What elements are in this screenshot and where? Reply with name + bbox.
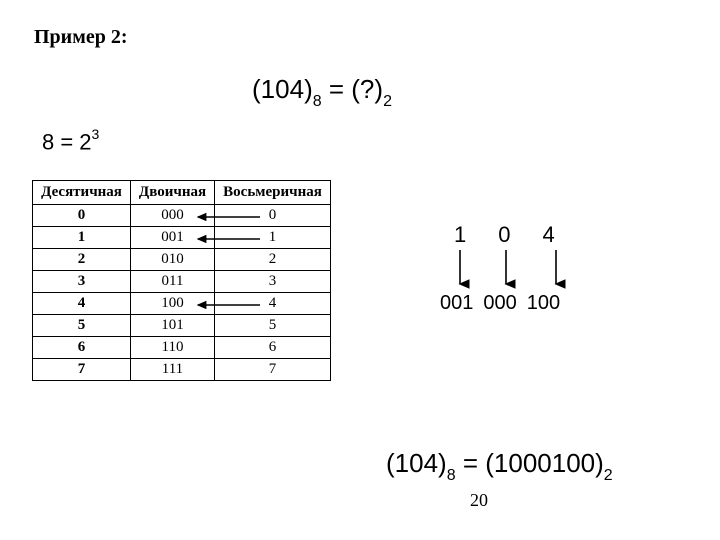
table-row: 0 000 0 — [33, 205, 331, 227]
bin-100: 100 — [527, 292, 560, 315]
bin-001: 001 — [440, 292, 473, 315]
digit-1: 1 — [454, 222, 466, 248]
cell-dec: 7 — [33, 359, 131, 381]
cell-dec: 0 — [33, 205, 131, 227]
eq-number: 104 — [261, 74, 304, 104]
main-equation: (104)8 = (?)2 — [252, 74, 392, 109]
result-prefix: (104) — [386, 448, 447, 478]
col-header-binary: Двоичная — [131, 181, 215, 205]
conversion-table: Десятичная Двоичная Восьмеричная 0 000 0… — [32, 180, 331, 381]
col-header-octal: Восьмеричная — [215, 181, 331, 205]
cell-oct: 2 — [215, 249, 331, 271]
octal-digits-row: 1 0 4 — [454, 222, 555, 248]
table-row: 5 101 5 — [33, 315, 331, 337]
cell-dec: 1 — [33, 227, 131, 249]
result-mid: = (1000100) — [456, 448, 604, 478]
cell-bin: 100 — [131, 293, 215, 315]
table-row: 3 011 3 — [33, 271, 331, 293]
cell-oct: 4 — [215, 293, 331, 315]
digit-0: 0 — [498, 222, 510, 248]
table-row: 1 001 1 — [33, 227, 331, 249]
page-number-text: 20 — [470, 490, 488, 510]
cell-bin: 011 — [131, 271, 215, 293]
cell-dec: 3 — [33, 271, 131, 293]
cell-bin: 110 — [131, 337, 215, 359]
title-text: Пример 2: — [34, 26, 128, 48]
cell-bin: 111 — [131, 359, 215, 381]
eq-base2: 2 — [383, 93, 392, 110]
col-header-decimal: Десятичная — [33, 181, 131, 205]
table-row: 4 100 4 — [33, 293, 331, 315]
binary-groups-row: 001 000 100 — [440, 292, 560, 315]
cell-dec: 6 — [33, 337, 131, 359]
eq823-exp: 3 — [92, 126, 100, 142]
cell-oct: 0 — [215, 205, 331, 227]
eq-8-equals-2-cubed: 8 = 23 — [42, 128, 99, 155]
cell-bin: 000 — [131, 205, 215, 227]
digit-4: 4 — [543, 222, 555, 248]
bin-000: 000 — [483, 292, 516, 315]
cell-bin: 010 — [131, 249, 215, 271]
cell-oct: 1 — [215, 227, 331, 249]
cell-dec: 5 — [33, 315, 131, 337]
cell-dec: 2 — [33, 249, 131, 271]
cell-oct: 6 — [215, 337, 331, 359]
table-row: 2 010 2 — [33, 249, 331, 271]
eq-lparen: ( — [252, 74, 261, 104]
cell-bin: 101 — [131, 315, 215, 337]
table-header-row: Десятичная Двоичная Восьмеричная — [33, 181, 331, 205]
result-equation: (104)8 = (1000100)2 — [386, 448, 613, 483]
table-row: 7 111 7 — [33, 359, 331, 381]
cell-bin: 001 — [131, 227, 215, 249]
cell-oct: 3 — [215, 271, 331, 293]
cell-dec: 4 — [33, 293, 131, 315]
eq-middle: = (?) — [322, 74, 383, 104]
cell-oct: 5 — [215, 315, 331, 337]
eq-rparen: ) — [304, 74, 313, 104]
result-base2: 2 — [604, 467, 613, 484]
cell-oct: 7 — [215, 359, 331, 381]
eq-base1: 8 — [313, 93, 322, 110]
page-number: 20 — [470, 490, 488, 511]
table-row: 6 110 6 — [33, 337, 331, 359]
example-title: Пример 2: — [34, 26, 128, 49]
result-base1: 8 — [447, 467, 456, 484]
eq823-left: 8 = 2 — [42, 129, 92, 154]
